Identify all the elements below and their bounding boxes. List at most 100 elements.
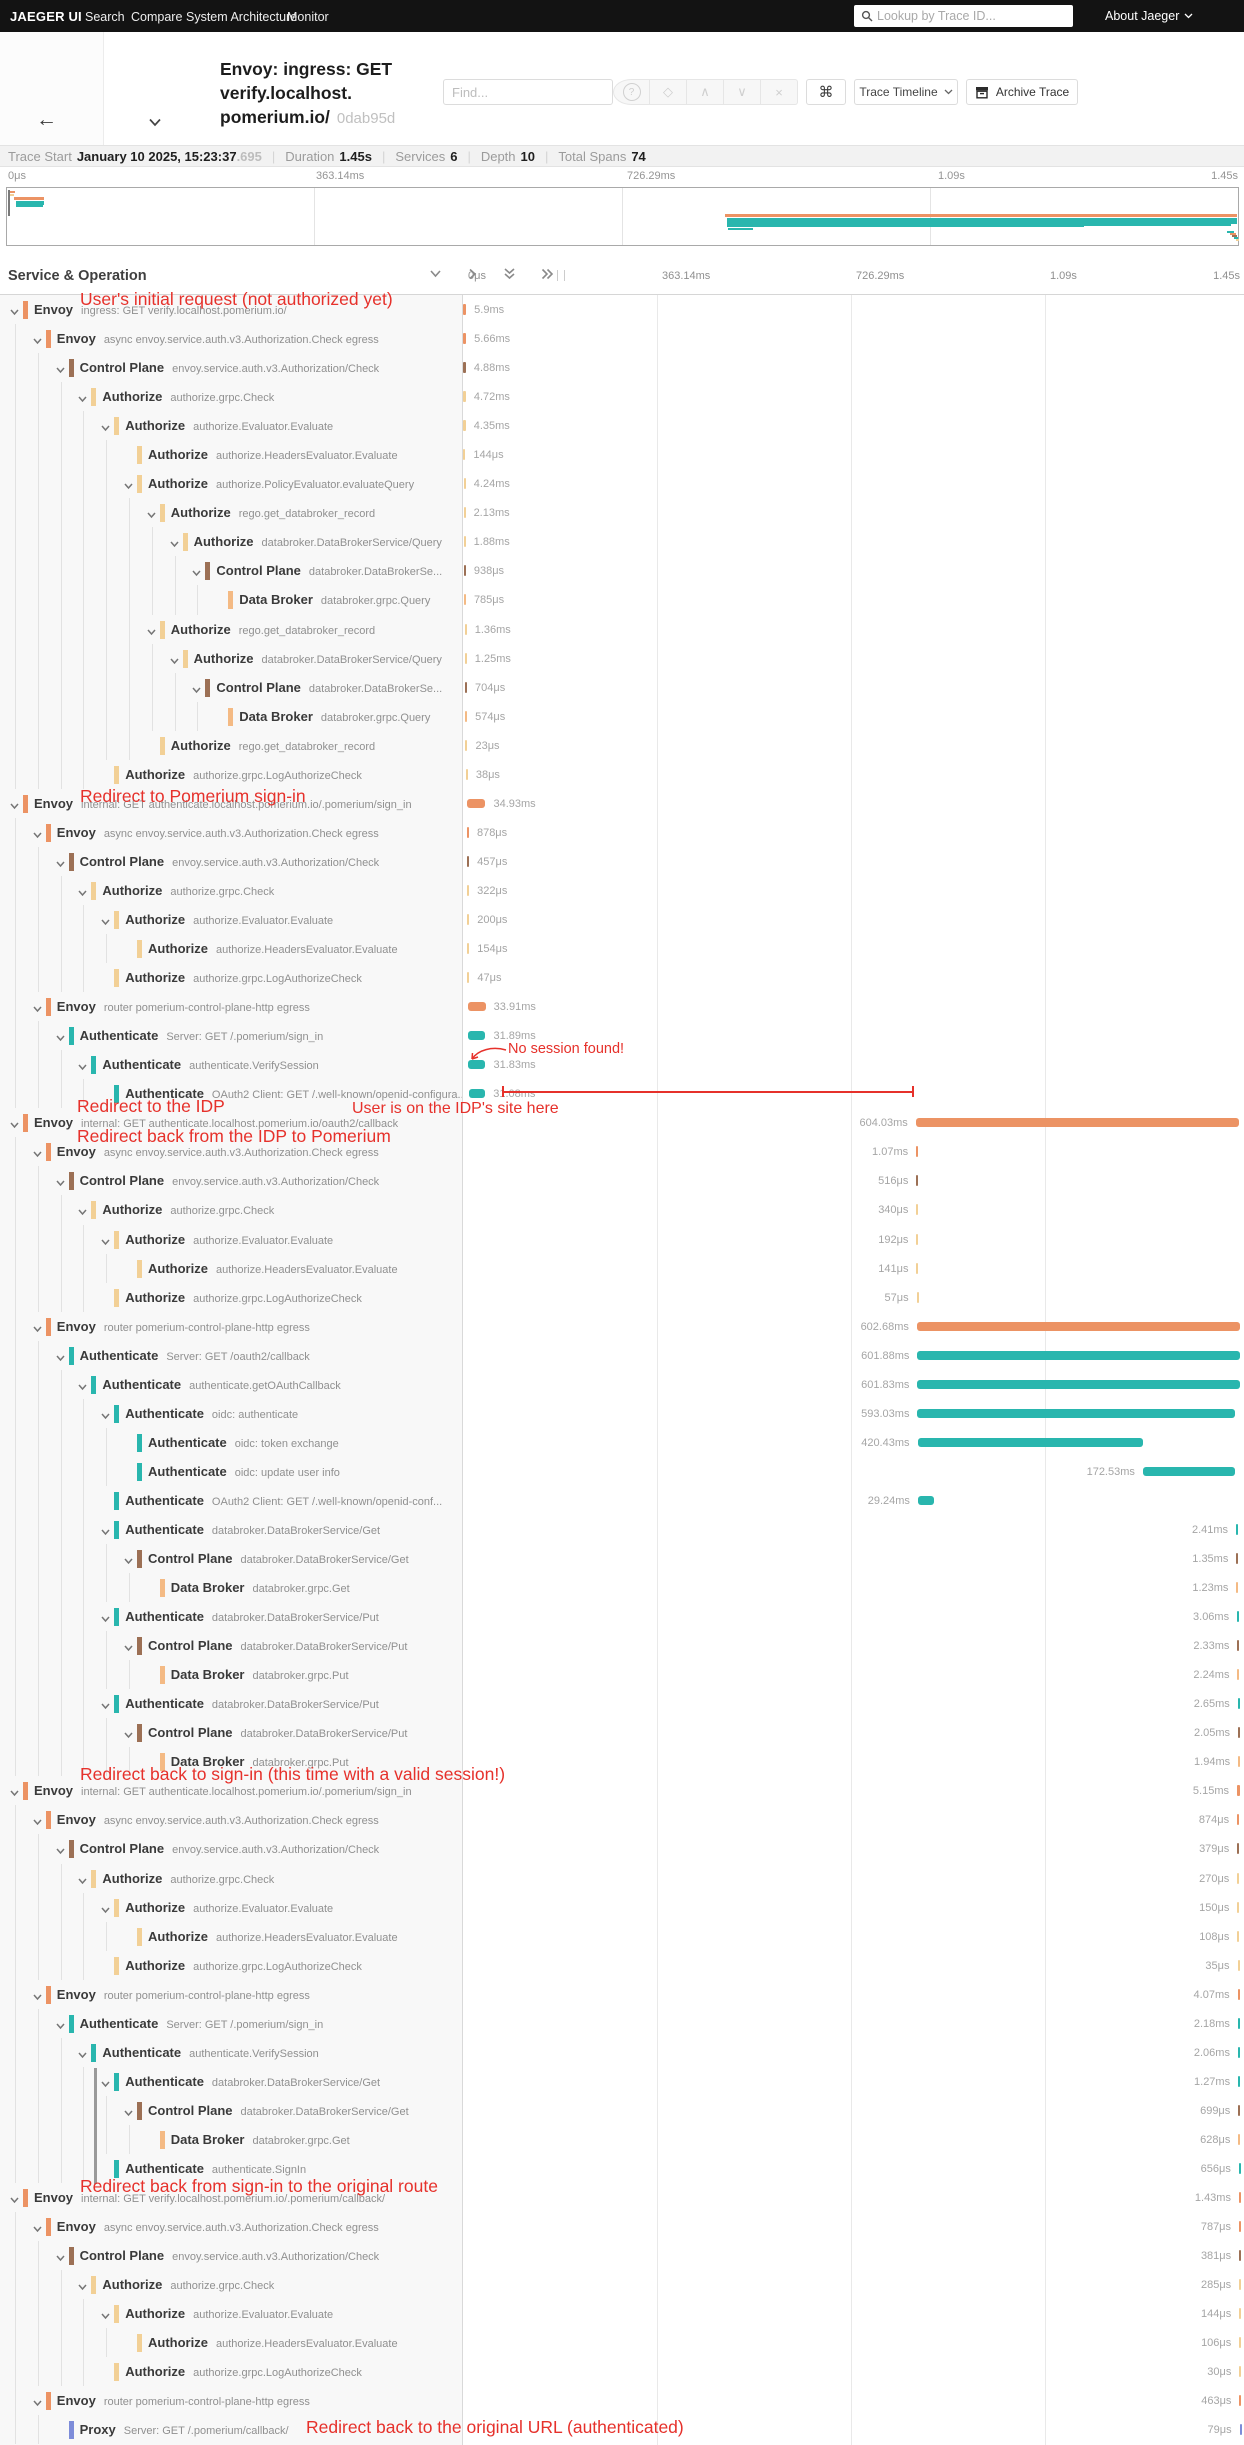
collapse-all-icon[interactable] bbox=[502, 267, 517, 286]
span-timeline-cell[interactable]: 2.06ms bbox=[463, 2038, 1244, 2067]
span-toggle-icon[interactable] bbox=[55, 1175, 66, 1193]
span-bar[interactable] bbox=[916, 1233, 919, 1245]
span-timeline-cell[interactable]: 1.43ms bbox=[463, 2183, 1244, 2212]
span-toggle-icon[interactable] bbox=[100, 2308, 111, 2326]
span-name-cell[interactable]: Authenticate oidc: token exchange bbox=[0, 1427, 462, 1457]
span-timeline-cell[interactable]: 1.27ms bbox=[463, 2067, 1244, 2096]
span-timeline-cell[interactable]: 463μs bbox=[463, 2386, 1244, 2415]
span-toggle-icon[interactable] bbox=[146, 624, 157, 642]
span-name-cell[interactable]: Authorize rego.get_databroker_record bbox=[0, 730, 462, 760]
span-timeline-cell[interactable]: 172.53ms bbox=[463, 1457, 1244, 1486]
span-timeline-cell[interactable]: 141μs bbox=[463, 1254, 1244, 1283]
span-name-cell[interactable]: Authorize databroker.DataBrokerService/Qu… bbox=[0, 643, 462, 673]
nav-item-compare[interactable]: Compare bbox=[131, 10, 183, 24]
span-timeline-cell[interactable]: 192μs bbox=[463, 1225, 1244, 1254]
span-timeline-cell[interactable]: 30μs bbox=[463, 2357, 1244, 2386]
span-timeline-cell[interactable]: 1.07ms bbox=[463, 1137, 1244, 1166]
span-bar[interactable] bbox=[917, 1437, 1143, 1447]
span-name-cell[interactable]: Envoy router pomerium-control-plane-http … bbox=[0, 1311, 462, 1341]
nav-item-monitor[interactable]: Monitor bbox=[287, 10, 329, 24]
span-timeline-cell[interactable]: 144μs bbox=[463, 2299, 1244, 2328]
span-bar[interactable] bbox=[916, 1321, 1240, 1331]
span-bar[interactable] bbox=[916, 1146, 919, 1158]
find-help-button[interactable]: ? bbox=[613, 79, 650, 105]
span-toggle-icon[interactable] bbox=[77, 1204, 88, 1222]
span-toggle-icon[interactable] bbox=[32, 1814, 43, 1832]
span-toggle-icon[interactable] bbox=[9, 1117, 20, 1135]
span-toggle-icon[interactable] bbox=[32, 1001, 43, 1019]
span-toggle-icon[interactable] bbox=[100, 2076, 111, 2094]
span-bar[interactable] bbox=[915, 1118, 1240, 1128]
span-name-cell[interactable]: Authorize authorize.grpc.LogAuthorizeChec… bbox=[0, 2357, 462, 2387]
span-timeline-cell[interactable]: 2.65ms bbox=[463, 1689, 1244, 1718]
span-bar[interactable] bbox=[467, 943, 470, 955]
span-toggle-icon[interactable] bbox=[169, 653, 180, 671]
span-timeline-cell[interactable]: 34.93ms bbox=[463, 789, 1244, 818]
span-timeline-cell[interactable]: 602.68ms bbox=[463, 1312, 1244, 1341]
span-timeline-cell[interactable]: 379μs bbox=[463, 1834, 1244, 1863]
span-name-cell[interactable]: Authorize rego.get_databroker_record bbox=[0, 614, 462, 644]
span-timeline-cell[interactable]: 2.18ms bbox=[463, 2009, 1244, 2038]
span-timeline-cell[interactable]: 2.24ms bbox=[463, 1660, 1244, 1689]
span-name-cell[interactable]: Envoy internal: GET verify.localhost.pome… bbox=[0, 2183, 462, 2212]
trace-view-select[interactable]: Trace Timeline bbox=[854, 79, 958, 105]
span-timeline-cell[interactable]: 4.07ms bbox=[463, 1980, 1244, 2009]
span-toggle-icon[interactable] bbox=[100, 420, 111, 438]
span-name-cell[interactable]: Data Broker databroker.grpc.Get bbox=[0, 2124, 462, 2154]
span-toggle-icon[interactable] bbox=[123, 1640, 134, 1658]
span-name-cell[interactable]: Authenticate authenticate.VerifySession bbox=[0, 1050, 462, 1080]
span-bar[interactable] bbox=[1239, 2424, 1242, 2436]
span-name-cell[interactable]: Authorize authorize.Evaluator.Evaluate bbox=[0, 2299, 462, 2329]
span-toggle-icon[interactable] bbox=[77, 1873, 88, 1891]
span-bar[interactable] bbox=[1237, 1669, 1240, 1681]
span-name-cell[interactable]: Authorize authorize.grpc.Check bbox=[0, 1195, 462, 1225]
span-bar[interactable] bbox=[463, 565, 466, 577]
span-name-cell[interactable]: Data Broker databroker.grpc.Query bbox=[0, 585, 462, 615]
span-name-cell[interactable]: Authorize authorize.HeadersEvaluator.Eval… bbox=[0, 934, 462, 964]
span-timeline-cell[interactable]: 593.03ms bbox=[463, 1399, 1244, 1428]
span-name-cell[interactable]: Control Plane envoy.service.auth.v3.Autho… bbox=[0, 353, 462, 383]
span-name-cell[interactable]: Authenticate databroker.DataBrokerService… bbox=[0, 1514, 462, 1545]
archive-trace-button[interactable]: Archive Trace bbox=[966, 79, 1078, 105]
span-name-cell[interactable]: Envoy internal: GET authenticate.localhos… bbox=[0, 1108, 462, 1137]
find-next-button[interactable]: ∨ bbox=[724, 79, 761, 105]
back-arrow-icon[interactable]: ← bbox=[36, 108, 57, 131]
span-name-cell[interactable]: Envoy router pomerium-control-plane-http … bbox=[0, 1979, 462, 2009]
span-timeline-cell[interactable]: 2.33ms bbox=[463, 1631, 1244, 1660]
span-name-cell[interactable]: Control Plane databroker.DataBrokerServic… bbox=[0, 1631, 462, 1661]
span-timeline-cell[interactable]: 270μs bbox=[463, 1864, 1244, 1893]
span-bar[interactable] bbox=[465, 768, 468, 780]
span-name-cell[interactable]: Authorize authorize.Evaluator.Evaluate bbox=[0, 904, 462, 935]
span-toggle-icon[interactable] bbox=[191, 565, 202, 583]
span-timeline-cell[interactable]: 457μs bbox=[463, 847, 1244, 876]
span-name-cell[interactable]: Authorize authorize.HeadersEvaluator.Eval… bbox=[0, 1253, 462, 1283]
span-bar[interactable] bbox=[1238, 2163, 1241, 2174]
span-timeline-cell[interactable]: 1.88ms bbox=[463, 527, 1244, 556]
span-bar[interactable] bbox=[463, 391, 466, 403]
nav-item-system-architecture[interactable]: System Architecture bbox=[186, 10, 298, 24]
span-toggle-icon[interactable] bbox=[77, 1059, 88, 1077]
span-name-cell[interactable]: Envoy internal: GET authenticate.localhos… bbox=[0, 789, 462, 818]
span-timeline-cell[interactable]: 47μs bbox=[463, 963, 1244, 992]
span-name-cell[interactable]: Data Broker databroker.grpc.Put bbox=[0, 1660, 462, 1690]
span-toggle-icon[interactable] bbox=[9, 2192, 20, 2210]
span-timeline-cell[interactable]: 874μs bbox=[463, 1805, 1244, 1834]
expand-one-icon[interactable] bbox=[466, 267, 478, 285]
span-bar[interactable] bbox=[917, 1408, 1236, 1418]
span-name-cell[interactable]: Authenticate authenticate.SignIn bbox=[0, 2154, 462, 2184]
span-bar[interactable] bbox=[1237, 1988, 1240, 2000]
span-timeline-cell[interactable]: 604.03ms bbox=[463, 1108, 1244, 1137]
span-bar[interactable] bbox=[463, 507, 466, 519]
span-bar[interactable] bbox=[1237, 1814, 1240, 1826]
span-name-cell[interactable]: Authorize authorize.Evaluator.Evaluate bbox=[0, 1224, 462, 1254]
span-name-cell[interactable]: Control Plane envoy.service.auth.v3.Autho… bbox=[0, 1834, 462, 1864]
span-toggle-icon[interactable] bbox=[123, 2105, 134, 2123]
span-name-cell[interactable]: Control Plane databroker.DataBrokerServic… bbox=[0, 2095, 462, 2125]
span-toggle-icon[interactable] bbox=[77, 391, 88, 409]
span-name-cell[interactable]: Authorize rego.get_databroker_record bbox=[0, 498, 462, 528]
span-name-cell[interactable]: Authorize authorize.grpc.LogAuthorizeChec… bbox=[0, 963, 462, 993]
span-toggle-icon[interactable] bbox=[32, 1146, 43, 1164]
span-name-cell[interactable]: Authorize authorize.PolicyEvaluator.evalu… bbox=[0, 469, 462, 499]
span-timeline-cell[interactable]: 4.24ms bbox=[463, 469, 1244, 498]
span-toggle-icon[interactable] bbox=[123, 478, 134, 496]
